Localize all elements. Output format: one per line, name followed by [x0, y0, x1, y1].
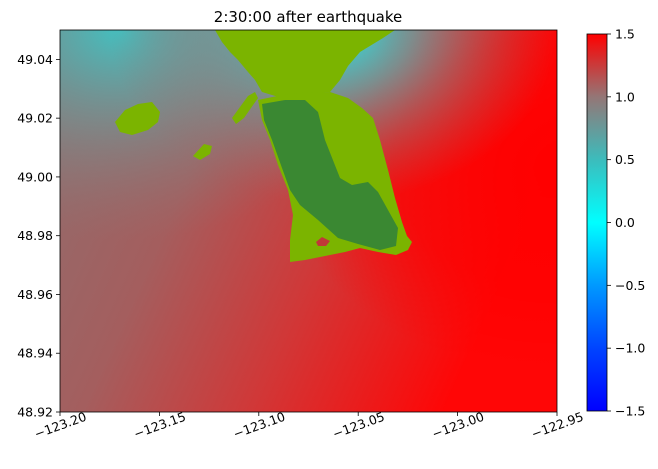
y-axis: 48.92 48.94 48.96 48.98 49.00 49.02 49.04 [17, 52, 60, 420]
colorbar [586, 33, 608, 412]
colorbar-tick-label: 1.5 [615, 27, 635, 42]
lagoon [316, 237, 330, 246]
colorbar-axis: −1.5 −1.0 −0.5 0.0 0.5 1.0 1.5 [607, 27, 645, 419]
y-tick-label: 48.98 [17, 228, 53, 243]
y-tick-label: 48.92 [17, 405, 53, 420]
plot-area [60, 30, 557, 412]
plot-frame [59, 29, 558, 413]
y-tick-label: 48.96 [17, 287, 53, 302]
land-small-islet [193, 144, 212, 160]
land-north-coast [215, 30, 395, 98]
y-tick-label: 49.04 [17, 52, 53, 67]
colorbar-tick-label: −1.0 [615, 341, 645, 356]
colorbar-tick-label: −1.5 [615, 404, 645, 419]
colorbar-tick-label: 1.0 [615, 89, 635, 104]
land [115, 30, 412, 262]
y-tick-label: 49.02 [17, 111, 53, 126]
colorbar-tick-label: 0.5 [615, 152, 635, 167]
y-tick-label: 48.94 [17, 346, 53, 361]
colorbar-tick-label: 0.0 [615, 215, 635, 230]
x-axis: −123.20 −123.15 −123.10 −123.05 −123.00 −122.… [32, 409, 585, 442]
y-tick-label: 49.00 [17, 169, 53, 184]
colorbar-tick-label: −0.5 [615, 278, 645, 293]
land-peninsula-uplands [262, 100, 398, 250]
land-causeway [232, 92, 258, 124]
land-western-spit [115, 102, 160, 135]
chart-title: 2:30:00 after earthquake [214, 8, 402, 26]
